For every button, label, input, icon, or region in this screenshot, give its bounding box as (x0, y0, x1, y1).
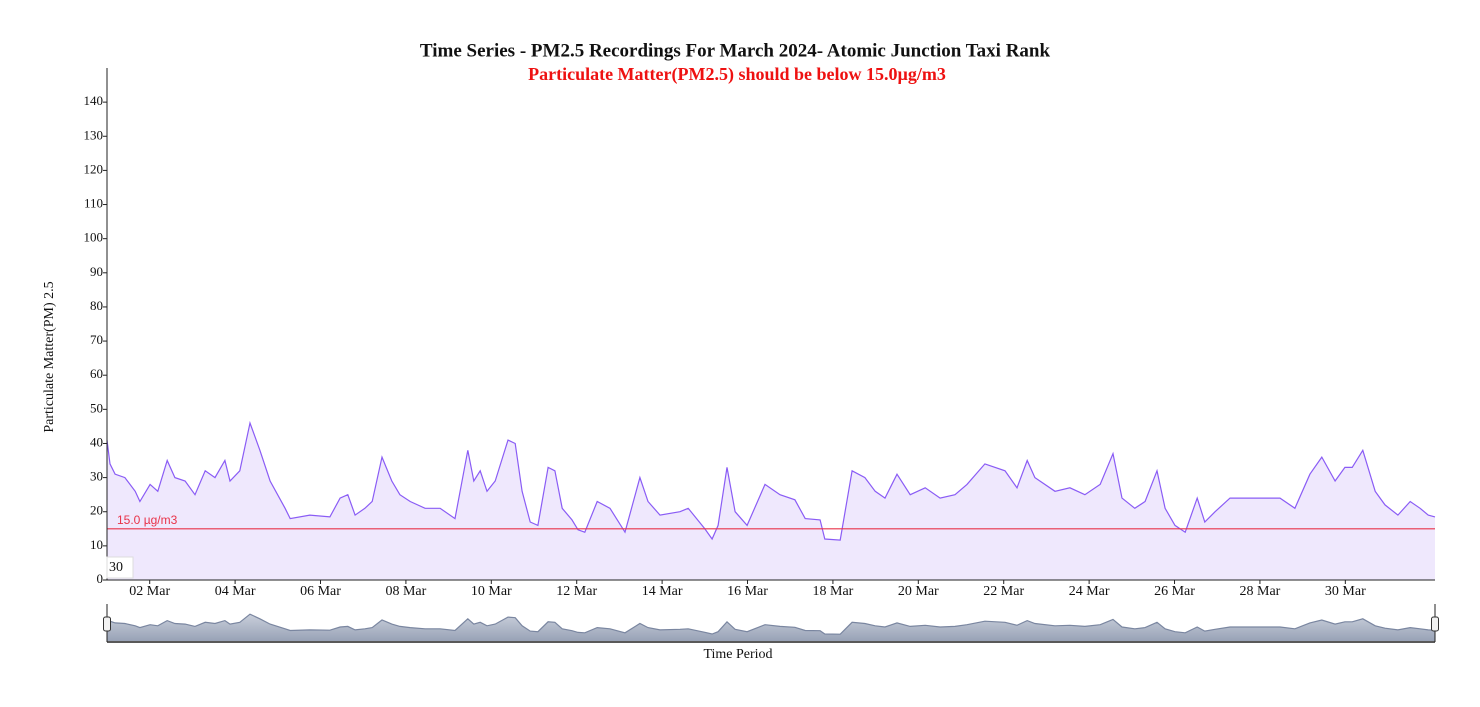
x-tick-label: 08 Mar (385, 584, 426, 599)
range-box (106, 556, 134, 579)
y-tick-label: 90 (90, 264, 103, 279)
y-tick-label: 40 (90, 434, 103, 449)
y-tick-label: 30 (90, 469, 103, 484)
y-tick-label: 110 (84, 196, 103, 211)
series-line (106, 420, 1436, 541)
navigator-line (106, 613, 1436, 635)
y-tick-label: 120 (84, 161, 104, 176)
x-tick-label: 18 Mar (813, 584, 854, 599)
range-label: 30 (109, 560, 123, 575)
x-tick-label: 28 Mar (1240, 584, 1281, 599)
navigator-area (107, 614, 1435, 641)
y-tick-label: 0 (97, 571, 104, 586)
x-tick-label: 04 Mar (215, 584, 256, 599)
x-tick-label: 20 Mar (898, 584, 939, 599)
x-tick-label: 02 Mar (129, 584, 170, 599)
x-tick-label: 24 Mar (1069, 584, 1110, 599)
y-tick-label: 20 (90, 503, 103, 518)
threshold-label: 15.0 µg/m3 (117, 513, 178, 527)
navigator-handle[interactable] (103, 616, 111, 632)
y-tick-label: 70 (90, 332, 103, 347)
area-fill (107, 423, 1435, 580)
y-tick-label: 140 (84, 93, 104, 108)
chart-title: Time Series - PM2.5 Recordings For March… (420, 40, 1051, 61)
y-tick-label: 60 (90, 366, 103, 381)
y-tick-label: 130 (84, 127, 104, 142)
x-tick-label: 10 Mar (471, 584, 512, 599)
x-tick-label: 14 Mar (642, 584, 683, 599)
chart-subtitle: Particulate Matter(PM2.5) should be belo… (528, 64, 946, 85)
x-tick-label: 30 Mar (1325, 584, 1366, 599)
y-tick-label: 10 (90, 537, 103, 552)
y-axis-label: Particulate Matter(PM) 2.5 (42, 281, 57, 432)
x-tick-label: 16 Mar (727, 584, 768, 599)
x-axis-label: Time Period (703, 647, 772, 662)
x-tick-label: 12 Mar (556, 584, 597, 599)
y-tick-label: 80 (90, 298, 103, 313)
x-tick-label: 26 Mar (1154, 584, 1195, 599)
x-tick-label: 06 Mar (300, 584, 341, 599)
x-tick-label: 22 Mar (983, 584, 1024, 599)
y-tick-label: 50 (90, 400, 103, 415)
y-tick-label: 100 (84, 230, 104, 245)
navigator-handle[interactable] (1431, 616, 1439, 632)
